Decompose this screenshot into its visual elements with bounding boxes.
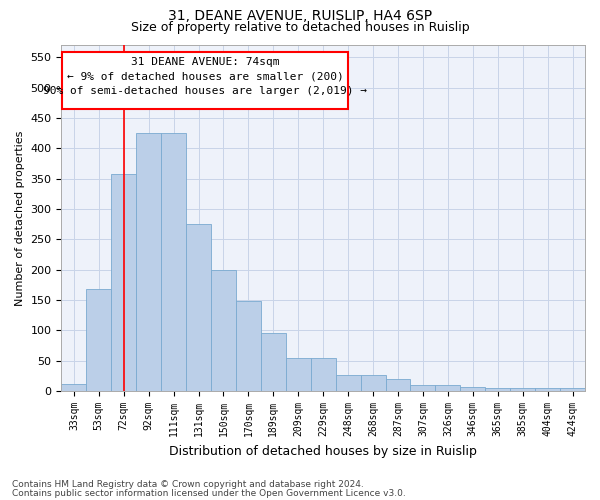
Bar <box>410 384 436 391</box>
Bar <box>386 379 410 391</box>
Bar <box>236 302 261 391</box>
Bar <box>311 358 335 391</box>
Text: 90% of semi-detached houses are larger (2,019) →: 90% of semi-detached houses are larger (… <box>43 86 367 96</box>
Bar <box>211 270 236 391</box>
Text: Size of property relative to detached houses in Ruislip: Size of property relative to detached ho… <box>131 21 469 34</box>
Y-axis label: Number of detached properties: Number of detached properties <box>15 130 25 306</box>
Bar <box>460 387 485 391</box>
Bar <box>61 384 86 391</box>
Bar <box>261 334 286 391</box>
FancyBboxPatch shape <box>62 52 348 110</box>
Text: 31, DEANE AVENUE, RUISLIP, HA4 6SP: 31, DEANE AVENUE, RUISLIP, HA4 6SP <box>168 9 432 23</box>
Text: Contains public sector information licensed under the Open Government Licence v3: Contains public sector information licen… <box>12 488 406 498</box>
Bar <box>111 174 136 391</box>
Text: 31 DEANE AVENUE: 74sqm: 31 DEANE AVENUE: 74sqm <box>131 57 279 67</box>
Bar <box>510 388 535 391</box>
Bar <box>86 289 111 391</box>
Bar <box>560 388 585 391</box>
Text: ← 9% of detached houses are smaller (200): ← 9% of detached houses are smaller (200… <box>67 72 343 82</box>
Bar <box>186 224 211 391</box>
Bar <box>161 133 186 391</box>
X-axis label: Distribution of detached houses by size in Ruislip: Distribution of detached houses by size … <box>169 444 477 458</box>
Bar <box>286 358 311 391</box>
Bar <box>485 388 510 391</box>
Bar <box>136 133 161 391</box>
Bar <box>361 375 386 391</box>
Text: Contains HM Land Registry data © Crown copyright and database right 2024.: Contains HM Land Registry data © Crown c… <box>12 480 364 489</box>
Bar <box>335 375 361 391</box>
Bar <box>535 388 560 391</box>
Bar <box>436 384 460 391</box>
